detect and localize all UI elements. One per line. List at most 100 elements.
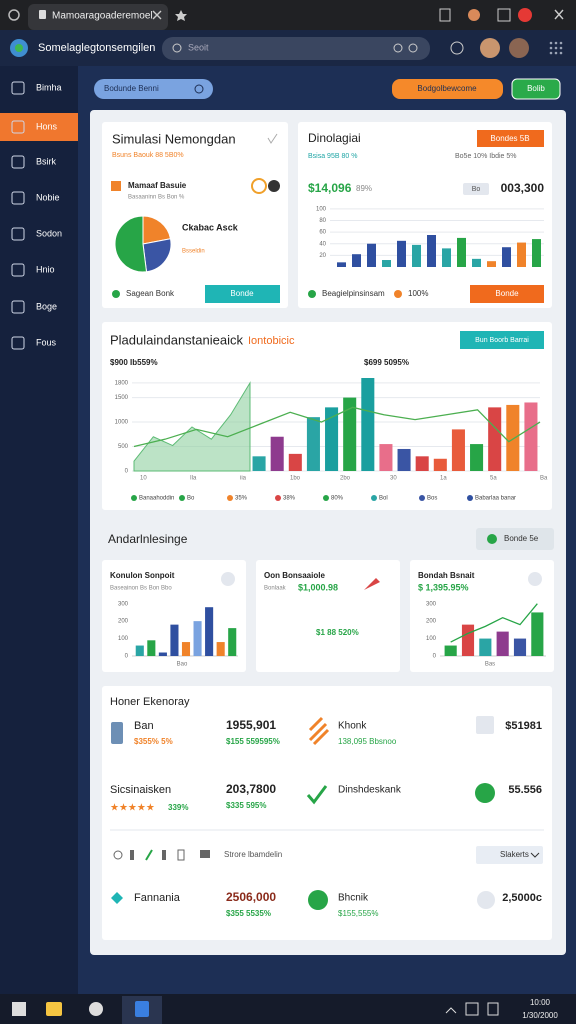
bar	[496, 631, 509, 656]
clock-date: 1/30/2000	[522, 1011, 558, 1020]
row-item: Dinshdeskank	[338, 785, 402, 796]
sidebar-icon	[11, 336, 25, 350]
bar	[397, 448, 411, 471]
row-subtitle: 339%	[168, 803, 188, 812]
button-label[interactable]: Bonde 5e	[504, 534, 539, 543]
start-button[interactable]	[12, 1002, 26, 1016]
y-tick-label: 300	[426, 601, 437, 607]
filter-pill[interactable]	[94, 79, 213, 99]
bar	[457, 237, 466, 267]
y-tick-label: 100	[316, 206, 327, 212]
card-button[interactable]	[470, 285, 544, 303]
bar	[451, 429, 465, 471]
card-button[interactable]	[460, 331, 544, 349]
card	[298, 122, 552, 308]
search-settings[interactable]	[408, 43, 418, 53]
apps-grid[interactable]	[549, 41, 563, 55]
row-value: 203,7800	[226, 782, 276, 796]
dropdown[interactable]	[476, 846, 543, 864]
bar	[306, 417, 320, 471]
button-label[interactable]: Bodgolbewcome	[417, 84, 477, 93]
sidebar-item[interactable]: Bimha	[36, 82, 62, 92]
bar	[415, 456, 429, 471]
avatar[interactable]	[509, 38, 529, 58]
row-subtitle: $355% 5%	[134, 737, 173, 746]
legend-label: Banaahoddin	[139, 496, 174, 502]
status-dot	[394, 290, 402, 298]
browser-tab[interactable]	[28, 4, 168, 30]
tab-close[interactable]	[152, 10, 162, 20]
legend-swatch	[131, 495, 137, 501]
x-tick-label: Ila	[190, 476, 197, 482]
sidebar-item[interactable]: Sodon	[36, 228, 62, 238]
mini-subtitle: $ 1,395.95%	[418, 582, 469, 592]
bar	[506, 404, 520, 471]
taskbar-app[interactable]	[89, 1002, 103, 1016]
action-button[interactable]	[392, 79, 503, 99]
tray-icon[interactable]	[445, 1007, 457, 1014]
amount-change: 89%	[356, 184, 372, 193]
sidebar-item[interactable]: Bsirk	[36, 156, 56, 166]
search-filter[interactable]	[393, 43, 403, 53]
sidebar-icon	[11, 191, 25, 205]
mini-icon[interactable]	[221, 572, 235, 586]
row-value-subtitle: $355 5535%	[226, 909, 271, 918]
header-icon[interactable]	[450, 41, 464, 55]
y-tick-label: 100	[426, 636, 437, 642]
browser-icon[interactable]	[439, 8, 451, 22]
bar	[412, 244, 421, 267]
mini-icon[interactable]	[528, 572, 542, 586]
taskbar-app[interactable]	[135, 1001, 149, 1017]
new-tab[interactable]	[175, 10, 187, 21]
browser-icon[interactable]	[497, 8, 511, 22]
y-tick-label: 1000	[115, 420, 129, 426]
bar	[205, 607, 214, 656]
row-name: Fannania	[134, 892, 181, 904]
avatar[interactable]	[480, 38, 500, 58]
sidebar-item[interactable]: Hons	[36, 121, 58, 131]
browser-icon[interactable]	[518, 8, 532, 22]
sidebar-item[interactable]: Hnio	[36, 264, 55, 274]
taskbar-app[interactable]	[46, 1002, 62, 1016]
tray-icon[interactable]	[487, 1002, 499, 1016]
button-label[interactable]: Bun Boorb Barrai	[475, 337, 529, 344]
legend-label: 80%	[331, 496, 344, 502]
row-amount: $51981	[505, 720, 542, 732]
save-button[interactable]	[511, 78, 561, 100]
sidebar-icon	[11, 155, 25, 169]
line	[133, 406, 541, 448]
row-icon	[111, 722, 123, 744]
x-tick-label: Ba	[540, 476, 548, 482]
sidebar-icon	[11, 81, 25, 95]
button-label[interactable]: Bonde	[495, 289, 519, 298]
card-button[interactable]	[205, 285, 280, 303]
tray-icon[interactable]	[465, 1002, 479, 1016]
browser-icon[interactable]	[468, 9, 480, 21]
row-toolbar-icons[interactable]	[113, 849, 210, 861]
y-tick-label: 500	[118, 444, 129, 450]
button-label[interactable]: Bonde	[230, 289, 254, 298]
bar	[397, 240, 406, 267]
window-close[interactable]	[554, 9, 564, 20]
dropdown-label[interactable]: Slakerts	[500, 850, 529, 859]
tab-title: Mamoaragoaderemoel	[52, 11, 153, 22]
bar	[270, 436, 284, 471]
sidebar-item[interactable]: Boge	[36, 301, 57, 311]
bar	[181, 642, 191, 656]
clock-time: 10:00	[530, 998, 551, 1007]
pie-label: Ckabac Asck	[182, 222, 239, 232]
x-tick-label: iia	[240, 476, 247, 482]
sidebar-item[interactable]: Nobie	[36, 192, 60, 202]
search-box[interactable]	[162, 37, 430, 60]
bar	[193, 621, 202, 656]
button-label[interactable]: Bondes 5B	[490, 134, 529, 143]
line	[450, 603, 538, 643]
sidebar-item[interactable]: Fous	[36, 337, 57, 347]
browser-icon[interactable]	[8, 9, 20, 21]
button-label[interactable]: Bodunde Benni	[104, 84, 159, 93]
card-button[interactable]	[477, 130, 544, 147]
mini-subtitle: Bonlaak	[264, 586, 287, 592]
pie-slice	[114, 215, 148, 273]
section-button[interactable]	[476, 528, 554, 550]
button-label[interactable]: Bolib	[527, 84, 545, 93]
